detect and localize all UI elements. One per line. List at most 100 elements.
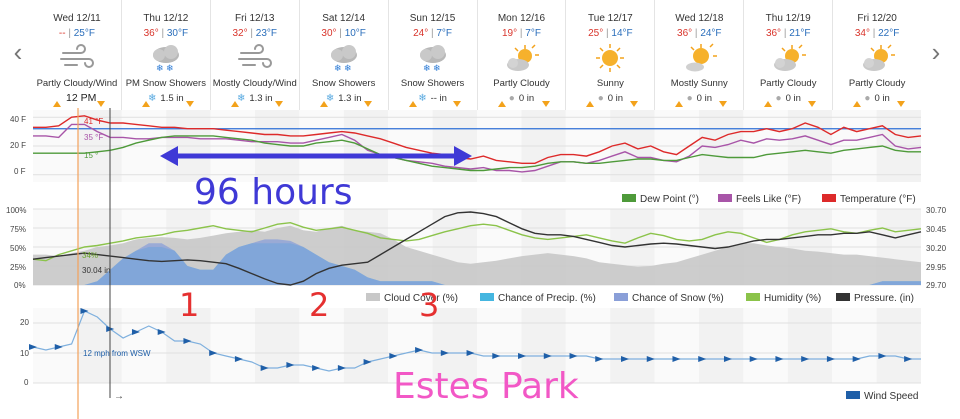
day-temps: 36° | 30°F xyxy=(122,28,210,40)
chart-bg-band xyxy=(299,308,344,383)
temp-ytick-40: 40 F xyxy=(10,115,26,124)
day-wind-ticks xyxy=(319,101,372,107)
snow-icon: ❄ ❄ xyxy=(322,43,366,73)
wind-direction-arrow xyxy=(389,353,398,359)
day-low: 10°F xyxy=(344,28,366,39)
day-column[interactable]: Sun 12/15 24° | 7°F ❄ ❄ Snow Showers ❄ -- in xyxy=(387,0,477,110)
partly-cloudy-icon xyxy=(499,43,543,73)
day-temps: 32° | 23°F xyxy=(211,28,299,40)
snowflake-icon: ❄ xyxy=(148,93,157,104)
day-condition: PM Snow Showers xyxy=(125,78,206,89)
temp-separator: | xyxy=(517,28,526,39)
time-scroll-arrow[interactable]: → xyxy=(114,391,124,402)
pct-legend-swatch xyxy=(480,293,494,301)
day-date: Tue 12/17 xyxy=(588,13,633,24)
day-column[interactable]: Wed 12/11 -- | 25°F Partly Cloudy/Wind xyxy=(33,0,121,110)
wind-direction-arrow xyxy=(466,350,475,356)
day-low: 30°F xyxy=(166,28,189,39)
svg-text:❄: ❄ xyxy=(423,63,431,73)
day-column[interactable]: Sat 12/14 30° | 10°F ❄ ❄ Snow Showers ❄ 1.3 in xyxy=(298,0,388,110)
drop-icon: ● xyxy=(864,93,871,104)
day-column[interactable]: Thu 12/12 36° | 30°F ❄ ❄ PM Snow Showers ❄ 1.5… xyxy=(120,0,210,110)
wind-direction-arrow xyxy=(518,353,527,359)
partly-cloudy-icon xyxy=(766,43,810,73)
day-condition: Sunny xyxy=(596,78,624,89)
day-column[interactable]: Fri 12/13 32° | 23°F Mostly Cloudy/Wind ❄ 1.… xyxy=(209,0,299,110)
pct-ytick-0: 0% xyxy=(14,281,26,290)
pressure-ytick-3045: 30.45 xyxy=(926,225,947,234)
day-column[interactable]: Tue 12/17 25° | 14°F Sunny ● 0 in xyxy=(565,0,654,110)
day-low: 7°F xyxy=(436,28,453,39)
day-low: 22°F xyxy=(878,28,900,39)
wind-direction-arrow xyxy=(775,356,784,362)
day-high: 36° xyxy=(143,28,159,39)
pct-legend-label: Chance of Precip. (%) xyxy=(498,293,596,304)
humidity-current-label: 34% xyxy=(82,251,98,260)
snowflake-icon: ❄ xyxy=(325,93,335,104)
next-days-button[interactable]: › xyxy=(931,37,941,67)
pct-legend-label: Cloud Cover (%) xyxy=(384,293,458,304)
day-precip-amount: 0 in xyxy=(785,93,801,104)
svg-text:❄: ❄ xyxy=(156,63,164,73)
feelslike-current-label: 35 °F xyxy=(84,133,103,142)
day-precip: ❄ -- in xyxy=(389,93,477,105)
temp-separator: | xyxy=(781,28,790,39)
day-column[interactable]: Fri 12/20 34° | 22°F Partly Cloudy ● 0 in xyxy=(832,0,921,110)
span-arrow xyxy=(160,146,472,166)
day-high: -- xyxy=(58,28,66,39)
day-temps: 19° | 7°F xyxy=(478,28,566,40)
wind-direction-arrow xyxy=(852,356,861,362)
svg-text:❄: ❄ xyxy=(334,63,342,73)
day-low: 24°F xyxy=(700,28,722,39)
pct-legend-swatch xyxy=(746,293,760,301)
day-wind-ticks xyxy=(408,101,461,107)
wind-direction-arrow xyxy=(54,344,63,350)
day-precip: ● 0 in xyxy=(655,93,743,105)
wind-direction-arrow xyxy=(878,353,887,359)
day-wind-ticks xyxy=(497,101,550,107)
pressure-ytick-2970: 29.70 xyxy=(926,281,947,290)
chart-bg-band xyxy=(477,308,522,383)
snowflake-icon: ❄ xyxy=(418,93,427,104)
previous-days-button[interactable]: ‹ xyxy=(13,37,23,67)
day-date: Fri 12/13 xyxy=(235,13,275,24)
day-column[interactable]: Mon 12/16 19° | 7°F Partly Cloudy ● 0 in xyxy=(476,0,566,110)
day-condition: Snow Showers xyxy=(400,78,465,89)
day-date: Wed 12/11 xyxy=(53,13,101,24)
day-column[interactable]: Wed 12/18 36° | 24°F Mostly Sunny ● 0 in xyxy=(654,0,743,110)
day-column[interactable]: Thu 12/19 36° | 21°F Partly Cloudy ● 0 in xyxy=(743,0,832,110)
wind-ytick-10: 10 xyxy=(20,349,29,358)
day-wind-ticks xyxy=(764,101,817,107)
chart-bg-band xyxy=(210,308,255,383)
wind-direction-arrow xyxy=(337,365,346,371)
sunny-icon xyxy=(588,43,632,73)
day-condition: Partly Cloudy xyxy=(759,78,817,89)
wind-direction-arrow xyxy=(723,356,732,362)
chart-bg-band xyxy=(388,308,433,383)
day-condition: Mostly Sunny xyxy=(670,78,728,89)
wind-direction-arrow xyxy=(183,338,192,344)
pct-ytick-100: 100% xyxy=(6,206,26,215)
day-precip-amount: -- in xyxy=(430,93,447,104)
pct-ytick-50: 50% xyxy=(10,244,26,253)
temp-legend-label: Temperature (°F) xyxy=(840,194,916,205)
temp-legend-label: Feels Like (°F) xyxy=(736,194,801,205)
pct-ytick-25: 25% xyxy=(10,263,26,272)
wind-legend: Wind Speed xyxy=(846,391,918,402)
day-precip-amount: 0 in xyxy=(518,93,535,104)
wind-speed-series-line xyxy=(32,310,921,372)
svg-text:❄: ❄ xyxy=(344,63,352,73)
chance-of-snow-area xyxy=(33,239,921,285)
humidity-series-line xyxy=(32,221,922,262)
day-condition: Partly Cloudy/Wind xyxy=(36,78,118,89)
svg-text:❄: ❄ xyxy=(166,63,174,73)
wind-direction-arrow xyxy=(440,350,449,356)
day-precip-amount: 1.5 in xyxy=(160,93,184,104)
chart-bg-band xyxy=(610,308,655,383)
mostly-sunny-icon xyxy=(677,43,721,73)
day-date: Mon 12/16 xyxy=(497,13,546,24)
wind-direction-arrow xyxy=(415,347,424,353)
day-date: Sun 12/15 xyxy=(409,13,456,24)
pressure-ytick-3070: 30.70 xyxy=(926,206,947,215)
day-precip-amount: 1.3 in xyxy=(338,93,362,104)
